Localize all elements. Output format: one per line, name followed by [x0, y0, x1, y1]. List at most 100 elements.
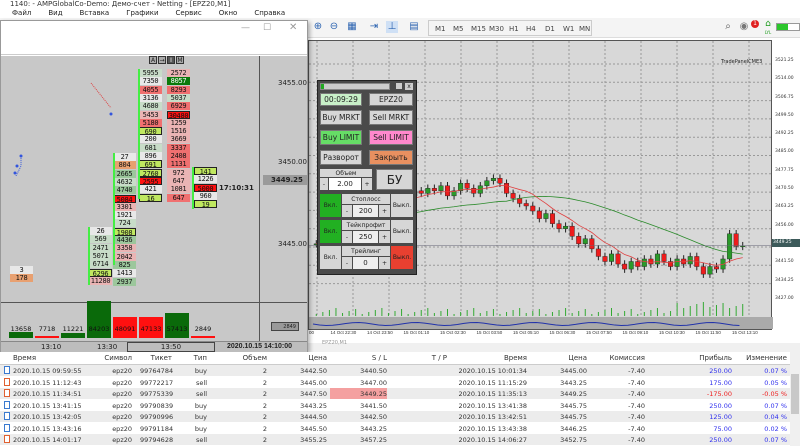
dom-cell[interactable]: 5037: [167, 93, 190, 102]
dom-cell[interactable]: 4436: [113, 236, 136, 244]
dom-cell[interactable]: 2408: [167, 152, 190, 160]
column-header[interactable]: Тип: [193, 354, 207, 362]
auto-button[interactable]: A: [149, 56, 157, 64]
dom-cell[interactable]: 2937: [113, 277, 136, 286]
dom-cell[interactable]: 178: [10, 274, 33, 283]
dom-cell[interactable]: 26: [89, 227, 112, 235]
menu-charts[interactable]: Графики: [126, 9, 159, 17]
menu-file[interactable]: Файл: [12, 9, 32, 17]
dom-cell[interactable]: 200: [139, 135, 162, 144]
dom-cell[interactable]: 8057: [167, 77, 190, 86]
table-row[interactable]: 2020.10.15 14:01:17 epz20 99794628 sell 2 345…: [0, 434, 790, 445]
column-header[interactable]: Объем: [242, 354, 267, 362]
trailing-on-button[interactable]: Вкл.: [320, 246, 341, 269]
stoploss-on-button[interactable]: Вкл.: [320, 194, 341, 217]
chart-shift-icon[interactable]: ⇥: [369, 21, 379, 32]
stoploss-minus-button[interactable]: -: [342, 205, 352, 217]
dom-cell[interactable]: 724: [113, 219, 136, 228]
table-row[interactable]: 2020.10.15 11:12:43 epz20 99772217 sell 2 344…: [0, 377, 790, 388]
dom-cell[interactable]: 5180: [139, 118, 162, 127]
dom-cell[interactable]: 960: [194, 191, 217, 200]
panel-close-button[interactable]: x: [405, 83, 413, 90]
column-header[interactable]: T / P: [431, 354, 447, 362]
dom-cell[interactable]: 1908: [113, 227, 136, 237]
dom-cell[interactable]: 16: [139, 193, 162, 203]
dom-cell[interactable]: 3669: [167, 135, 190, 144]
dom-cell[interactable]: 6714: [89, 260, 112, 269]
autoscroll-icon[interactable]: ⊥: [386, 21, 398, 33]
dom-cell[interactable]: 2471: [89, 243, 112, 252]
volume-minus-button[interactable]: -: [320, 178, 328, 190]
dom-cell[interactable]: 4055: [139, 85, 162, 94]
table-row[interactable]: 2020.10.15 11:34:51 epz20 99775339 sell 2 344…: [0, 388, 790, 399]
volume-input[interactable]: 2.00: [329, 178, 361, 190]
dom-cell[interactable]: 421: [139, 185, 162, 194]
takeprofit-minus-button[interactable]: -: [342, 231, 352, 243]
breakeven-button[interactable]: БУ: [376, 169, 413, 190]
dom-cell[interactable]: 1131: [167, 160, 190, 169]
table-row[interactable]: 2020.10.15 13:41:15 epz20 99790839 buy 2 3443…: [0, 400, 790, 411]
signal-icon[interactable]: ⌂: [765, 19, 771, 29]
dom-cell[interactable]: 27: [113, 153, 136, 161]
panel-drag-bar[interactable]: [320, 83, 390, 90]
menu-view[interactable]: Вид: [48, 9, 63, 17]
dom-window-titlebar[interactable]: — ☐ ✕: [1, 21, 307, 39]
column-header[interactable]: Цена: [308, 354, 327, 362]
tf-h4[interactable]: H4: [526, 25, 536, 33]
dom-cell[interactable]: 5955: [139, 69, 162, 77]
tile-windows-icon[interactable]: ▦: [347, 21, 357, 32]
dom-cell[interactable]: 4740: [113, 186, 136, 195]
dom-cell[interactable]: 647: [167, 176, 190, 185]
mode-button[interactable]: M: [176, 56, 184, 64]
dom-cell[interactable]: 3: [10, 266, 33, 274]
panel-minimize-button[interactable]: [396, 83, 402, 89]
dom-cell[interactable]: 691: [139, 160, 162, 169]
column-header[interactable]: S / L: [371, 354, 387, 362]
dom-cell[interactable]: 2572: [167, 69, 190, 77]
dom-cell[interactable]: 690: [139, 127, 162, 136]
dom-cell[interactable]: 30480: [167, 110, 190, 120]
dom-cell[interactable]: 3136: [139, 93, 162, 102]
shift-button[interactable]: →: [158, 56, 166, 64]
trailing-minus-button[interactable]: -: [342, 257, 352, 269]
close-icon[interactable]: ✕: [289, 22, 298, 33]
templates-icon[interactable]: ▤: [409, 21, 419, 32]
takeprofit-on-button[interactable]: Вкл.: [320, 220, 341, 243]
dom-cell[interactable]: 1226: [194, 175, 217, 184]
dom-cell[interactable]: 3358: [113, 244, 136, 253]
trailing-off-button[interactable]: Выкл.: [391, 246, 413, 269]
column-header[interactable]: Изменение: [746, 354, 787, 362]
dom-cell[interactable]: 569: [89, 235, 112, 244]
dom-cell[interactable]: 4632: [113, 177, 136, 186]
column-header[interactable]: Прибыль: [699, 354, 732, 362]
menu-tools[interactable]: Сервис: [175, 9, 202, 17]
account-icon[interactable]: ◉: [739, 21, 749, 32]
table-row[interactable]: 2020.10.15 13:43:16 epz20 99791184 buy 2 3445…: [0, 423, 790, 434]
column-header[interactable]: Цена: [568, 354, 587, 362]
tf-mn[interactable]: MN: [579, 25, 591, 33]
sell-limit-button[interactable]: Sell LIMIT: [369, 130, 413, 145]
sell-market-button[interactable]: Sell MRKT: [369, 110, 413, 125]
chart-tab[interactable]: EPZ20,M1: [322, 340, 348, 346]
menu-insert[interactable]: Вставка: [79, 9, 110, 17]
tf-m15[interactable]: M15: [471, 25, 486, 33]
menu-help[interactable]: Справка: [254, 9, 286, 17]
reverse-button[interactable]: Разворот: [320, 150, 362, 165]
dom-cell[interactable]: 2760: [139, 168, 162, 178]
takeprofit-plus-button[interactable]: +: [379, 231, 390, 243]
cursor-button[interactable]: I: [167, 56, 175, 64]
buy-market-button[interactable]: Buy MRKT: [320, 110, 362, 125]
trailing-input[interactable]: 0: [353, 257, 378, 269]
menu-window[interactable]: Окно: [218, 9, 238, 17]
zoom-in-icon[interactable]: ⊕: [313, 21, 323, 32]
takeprofit-input[interactable]: 250: [353, 231, 378, 243]
dom-cell[interactable]: 5000: [194, 183, 217, 193]
tf-m30[interactable]: M30: [489, 25, 504, 33]
column-header[interactable]: Комиссия: [609, 354, 645, 362]
dom-cell[interactable]: 2665: [113, 169, 136, 178]
tf-h1[interactable]: H1: [509, 25, 519, 33]
table-row[interactable]: 2020.10.15 13:42:05 epz20 99790996 buy 2 3444…: [0, 411, 790, 422]
dom-cell[interactable]: 11280: [89, 276, 112, 285]
minimize-icon[interactable]: —: [241, 23, 250, 33]
stoploss-off-button[interactable]: Выкл.: [391, 194, 413, 217]
